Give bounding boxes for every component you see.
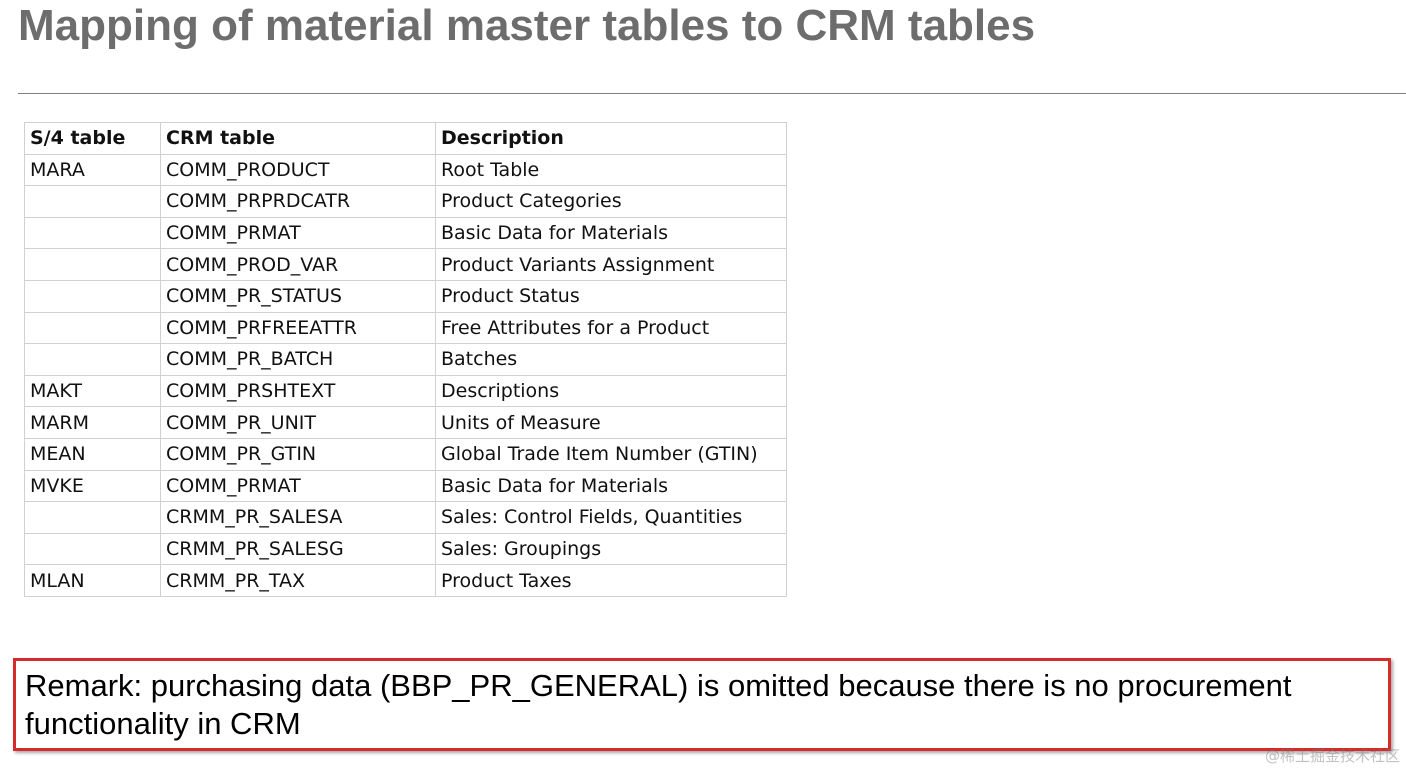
remark-box: Remark: purchasing data (BBP_PR_GENERAL)… [13,658,1391,751]
description-cell: Sales: Groupings [435,532,787,566]
s4-table-cell: MVKE [24,469,161,503]
crm-table-cell: COMM_PR_BATCH [160,343,436,376]
description-cell: Product Variants Assignment [435,248,787,281]
crm-table-cell: COMM_PR_STATUS [160,279,436,313]
header-s4-table: S/4 table [24,122,161,155]
table-row: MLAN CRMM_PR_TAX Product Taxes [24,564,787,597]
s4-table-cell: MEAN [24,437,161,471]
s4-table-cell: MARM [24,406,161,439]
table-row: COMM_PRPRDCATR Product Categories [24,185,787,218]
s4-table-cell [24,311,161,345]
crm-table-cell: COMM_PR_UNIT [160,406,436,439]
crm-table-cell: COMM_PRFREEATTR [160,311,436,345]
table-row: MAKT COMM_PRSHTEXT Descriptions [24,374,787,408]
crm-table-cell: COMM_PRODUCT [160,153,436,187]
crm-table-cell: COMM_PRPRDCATR [160,185,436,218]
table-row: CRMM_PR_SALESA Sales: Control Fields, Qu… [24,501,787,534]
s4-table-cell [24,532,161,566]
table-row: MARA COMM_PRODUCT Root Table [24,153,787,187]
crm-table-cell: COMM_PR_GTIN [160,437,436,471]
description-cell: Batches [435,343,787,376]
table-row: MVKE COMM_PRMAT Basic Data for Materials [24,469,787,503]
description-cell: Root Table [435,153,787,187]
table-header-row: S/4 table CRM table Description [24,122,787,155]
description-cell: Sales: Control Fields, Quantities [435,501,787,534]
mapping-table: S/4 table CRM table Description MARA COM… [24,122,787,597]
table-row: COMM_PR_BATCH Batches [24,343,787,376]
table-row: COMM_PR_STATUS Product Status [24,279,787,313]
description-cell: Descriptions [435,374,787,408]
table-row: COMM_PRFREEATTR Free Attributes for a Pr… [24,311,787,345]
title-divider [18,93,1406,94]
description-cell: Product Taxes [435,564,787,597]
crm-table-cell: CRMM_PR_TAX [160,564,436,597]
table-row: COMM_PRMAT Basic Data for Materials [24,216,787,250]
s4-table-cell: MAKT [24,374,161,408]
header-description: Description [435,122,787,155]
table-row: COMM_PROD_VAR Product Variants Assignmen… [24,248,787,281]
description-cell: Product Categories [435,185,787,218]
description-cell: Product Status [435,279,787,313]
description-cell: Basic Data for Materials [435,216,787,250]
crm-table-cell: COMM_PRMAT [160,216,436,250]
table-row: MEAN COMM_PR_GTIN Global Trade Item Numb… [24,437,787,471]
s4-table-cell [24,248,161,281]
description-cell: Units of Measure [435,406,787,439]
remark-text: Remark: purchasing data (BBP_PR_GENERAL)… [25,668,1292,741]
s4-table-cell [24,216,161,250]
description-cell: Global Trade Item Number (GTIN) [435,437,787,471]
watermark: @稀土掘金技术社区 [1264,747,1400,765]
s4-table-cell: MARA [24,153,161,187]
s4-table-cell [24,279,161,313]
page-title: Mapping of material master tables to CRM… [18,1,1036,50]
crm-table-cell: CRMM_PR_SALESA [160,501,436,534]
description-cell: Basic Data for Materials [435,469,787,503]
s4-table-cell [24,343,161,376]
s4-table-cell: MLAN [24,564,161,597]
s4-table-cell [24,501,161,534]
crm-table-cell: COMM_PRSHTEXT [160,374,436,408]
crm-table-cell: CRMM_PR_SALESG [160,532,436,566]
description-cell: Free Attributes for a Product [435,311,787,345]
header-crm-table: CRM table [160,122,436,155]
table-row: MARM COMM_PR_UNIT Units of Measure [24,406,787,439]
crm-table-cell: COMM_PROD_VAR [160,248,436,281]
s4-table-cell [24,185,161,218]
crm-table-cell: COMM_PRMAT [160,469,436,503]
table-row: CRMM_PR_SALESG Sales: Groupings [24,532,787,566]
